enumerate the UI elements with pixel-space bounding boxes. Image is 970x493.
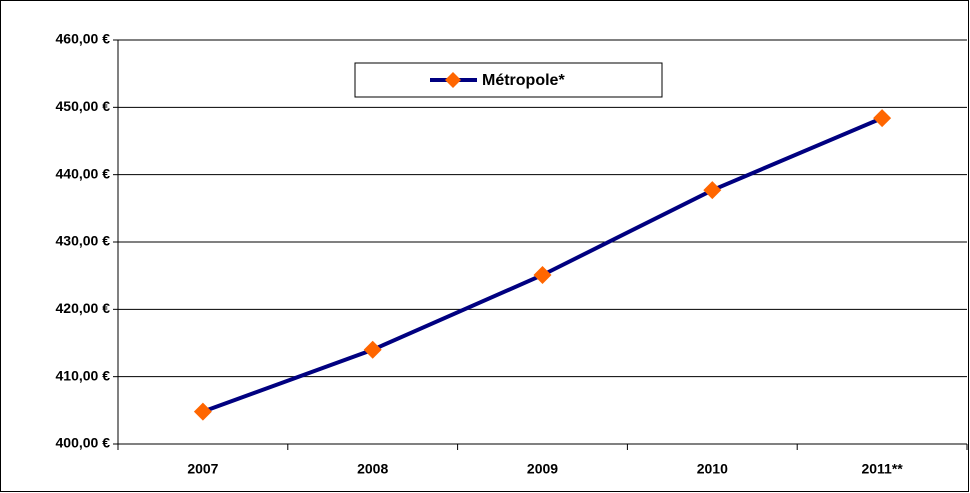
y-tick-label: 400,00 € [56, 435, 111, 451]
legend-box [354, 62, 663, 98]
y-tick-label: 460,00 € [56, 31, 111, 47]
x-tick-label: 2011** [861, 461, 903, 477]
point [533, 265, 552, 284]
point [363, 340, 382, 359]
y-tick-label: 420,00 € [56, 300, 111, 316]
y-tick-label: 410,00 € [56, 367, 111, 383]
y-tick-label: 450,00 € [56, 98, 111, 114]
x-tick-label: 2009 [527, 461, 558, 477]
y-tick-label: 440,00 € [56, 165, 111, 181]
x-tick-label: 2010 [697, 461, 728, 477]
legend-label: Métropole* [482, 72, 565, 89]
point [193, 402, 212, 421]
legend-marker [445, 72, 461, 88]
point [703, 181, 722, 200]
point [873, 109, 892, 128]
x-tick-label: 2007 [187, 461, 218, 477]
y-tick-label: 430,00 € [56, 233, 111, 249]
x-tick-label: 2008 [357, 461, 388, 477]
